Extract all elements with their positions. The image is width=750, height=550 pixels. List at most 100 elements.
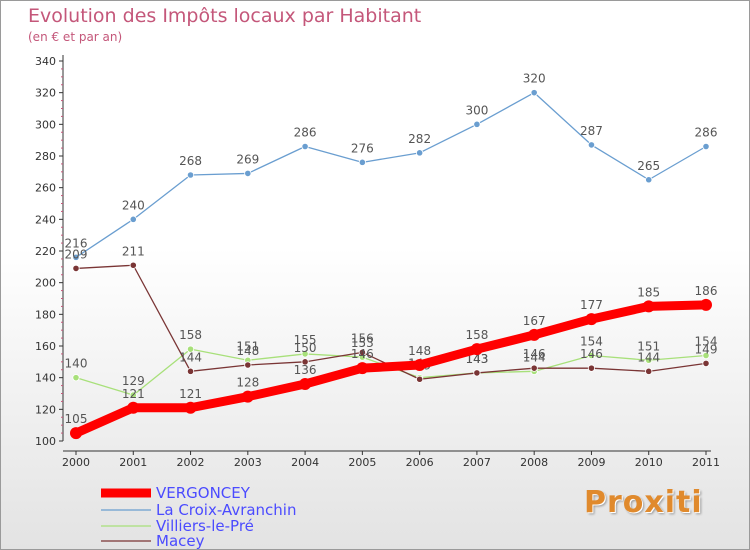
data-point [127, 401, 140, 414]
y-tick-label: 180 [35, 308, 56, 321]
y-tick-label: 140 [35, 372, 56, 385]
data-point [72, 253, 80, 261]
data-point [642, 300, 655, 313]
data-label: 129 [122, 374, 145, 388]
data-label: 140 [65, 357, 88, 371]
data-point [473, 120, 481, 128]
series-line [75, 92, 707, 258]
data-label: 151 [236, 339, 259, 353]
y-tick-label: 160 [35, 340, 56, 353]
data-point [702, 359, 710, 368]
x-tick-label: 2004 [291, 456, 319, 469]
x-tick-label: 2001 [119, 456, 147, 469]
data-label: 300 [465, 103, 488, 117]
y-tick-label: 100 [35, 435, 56, 448]
data-point [702, 351, 710, 360]
data-point [645, 356, 653, 364]
data-point [129, 215, 137, 223]
data-label: 185 [637, 285, 660, 299]
data-label: 150 [294, 341, 317, 355]
data-point [587, 364, 596, 372]
data-label: 153 [351, 336, 374, 350]
data-point [645, 367, 653, 375]
data-label: 177 [580, 298, 603, 312]
data-point [416, 375, 424, 383]
data-point [470, 343, 483, 356]
data-label: 121 [122, 387, 145, 401]
data-label: 128 [236, 376, 259, 390]
y-tick-label: 300 [35, 118, 56, 131]
data-label: 121 [179, 387, 202, 401]
data-label: 240 [122, 198, 145, 212]
data-point [301, 142, 309, 151]
legend-label: VERGONCEY [156, 484, 251, 502]
data-label: 154 [580, 335, 603, 349]
y-tick-label: 340 [35, 55, 56, 68]
data-point [530, 89, 538, 97]
x-tick-label: 2000 [62, 456, 90, 469]
series-Macey: 209211144148150156139143146146144149 [65, 244, 718, 383]
data-label: 156 [351, 331, 374, 345]
data-point [244, 361, 252, 369]
data-label: 148 [408, 344, 431, 358]
data-point [241, 390, 254, 403]
series-VERGONCEY: 105 121 121 128 136 146 148 158 167 177 185 186 [65, 284, 718, 440]
data-point [186, 171, 195, 179]
data-point [244, 169, 252, 178]
data-label: 146 [580, 347, 603, 361]
data-point [473, 369, 481, 377]
data-label: 154 [695, 335, 718, 349]
data-point [129, 261, 137, 269]
data-point [645, 176, 653, 184]
data-label: 287 [580, 124, 603, 138]
data-point [587, 351, 596, 360]
y-tick-label: 120 [35, 403, 56, 416]
x-tick-label: 2010 [635, 456, 663, 469]
data-point [299, 378, 312, 390]
data-point [356, 362, 369, 375]
data-label: 158 [179, 328, 202, 342]
y-tick-label: 240 [35, 213, 56, 226]
data-point [184, 401, 197, 414]
data-point [72, 374, 80, 382]
y-tick-label: 260 [35, 182, 56, 195]
data-point [587, 141, 596, 149]
x-tick-label: 2003 [234, 456, 262, 469]
data-label: 149 [695, 342, 718, 356]
x-tick-label: 2002 [177, 456, 205, 469]
x-tick-label: 2005 [348, 456, 376, 469]
data-label: 211 [122, 244, 145, 258]
data-point [358, 348, 366, 356]
data-label: 286 [294, 126, 317, 140]
x-tick-label: 2008 [520, 456, 548, 469]
proxiti-logo: Proxiti [584, 485, 703, 520]
series-La Croix-Avranchin: 216 240 268 269 286 276 282 300 320 287 265 286 [65, 72, 718, 261]
data-label: 186 [695, 284, 718, 298]
data-label: 155 [294, 333, 317, 347]
data-point [416, 149, 424, 157]
data-label: 146 [351, 347, 374, 361]
x-tick-label: 2007 [463, 456, 491, 469]
data-label: 105 [65, 412, 88, 426]
data-point [585, 313, 598, 326]
x-tick-label: 2006 [406, 456, 434, 469]
legend-label: La Croix-Avranchin [156, 501, 297, 519]
data-point [358, 158, 366, 166]
data-label: 265 [637, 159, 660, 173]
data-label: 268 [179, 154, 202, 168]
data-point [530, 364, 538, 372]
data-point [129, 391, 137, 399]
data-point [700, 298, 712, 311]
chart-title: Evolution des Impôts locaux par Habitant [28, 5, 422, 27]
data-label: 144 [637, 350, 660, 364]
y-tick-label: 200 [35, 277, 56, 290]
data-point [186, 345, 195, 353]
data-point [413, 359, 426, 371]
legend-label: Macey [156, 532, 205, 549]
data-point [186, 367, 195, 375]
data-point [528, 328, 541, 341]
legend-label: Villiers-le-Pré [156, 517, 254, 535]
data-label: 286 [695, 126, 718, 140]
